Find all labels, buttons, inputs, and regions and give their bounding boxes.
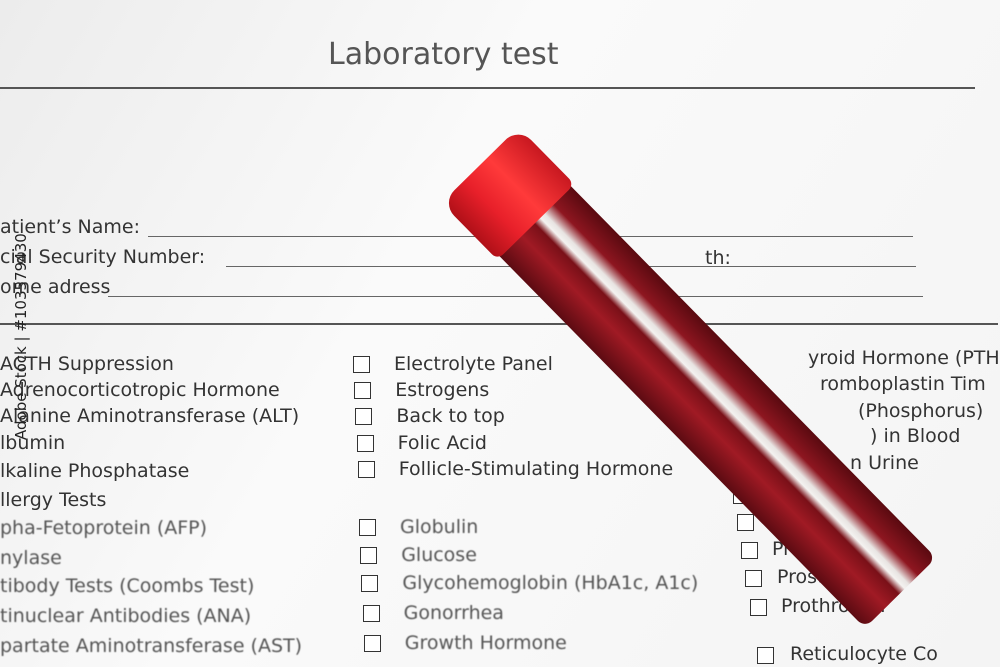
test-label: tibody Tests (Coombs Test) [0, 575, 255, 597]
test-checkbox[interactable] [357, 461, 375, 478]
test-checkbox[interactable] [363, 635, 381, 652]
test-label: tinuclear Antibodies (ANA) [0, 605, 252, 627]
test-label: n Urine [850, 452, 919, 474]
patient-name-label: atient’s Name: [0, 216, 140, 238]
divider [0, 87, 975, 89]
test-label: yroid Hormone (PTH) [808, 347, 1000, 369]
ssn-label: cial Security Number: [0, 246, 206, 268]
test-checkbox[interactable] [354, 382, 372, 399]
test-label: Gonorrhea [403, 602, 504, 624]
test-checkbox[interactable] [737, 514, 754, 531]
test-checkbox[interactable] [356, 435, 374, 452]
address-label: ome adress [0, 276, 111, 298]
test-checkbox[interactable] [362, 605, 380, 622]
test-checkbox[interactable] [359, 519, 376, 536]
test-label: Glycohemoglobin (HbA1c, A1c) [402, 572, 699, 594]
test-label: pha-Fetoprotein (AFP) [0, 517, 208, 539]
test-label: Reticulocyte Co [790, 643, 938, 665]
test-label: Adrenocorticotropic Hormone [0, 379, 280, 401]
form-title: Laboratory test [328, 37, 559, 72]
test-label: Folic Acid [397, 432, 487, 454]
test-checkbox[interactable] [360, 547, 378, 564]
test-label: romboplastin Tim [820, 373, 986, 395]
test-checkbox[interactable] [741, 542, 758, 559]
test-checkbox[interactable] [750, 599, 767, 616]
test-checkbox[interactable] [745, 570, 762, 587]
test-label: Alanine Aminotransferase (ALT) [0, 405, 300, 427]
dob-label: th: [705, 247, 731, 269]
address-line[interactable] [108, 296, 923, 297]
test-label: Electrolyte Panel [394, 353, 553, 375]
test-label: partate Aminotransferase (AST) [0, 635, 303, 657]
divider [0, 323, 998, 325]
test-label: Back to top [396, 405, 505, 427]
test-label: lkaline Phosphatase [0, 460, 190, 482]
test-label: (Phosphorus) [858, 400, 984, 422]
test-label: ) in Blood [870, 425, 961, 447]
test-label: lbumin [0, 432, 66, 454]
test-label: Follicle-Stimulating Hormone [398, 458, 674, 480]
test-checkbox[interactable] [361, 575, 379, 592]
watermark: Adobe Stock | #103579430 [12, 233, 30, 440]
test-label: ACTH Suppression [0, 353, 174, 375]
test-label: Estrogens [395, 379, 490, 401]
test-checkbox[interactable] [353, 356, 370, 373]
test-label: nylase [0, 547, 62, 569]
test-label: llergy Tests [0, 489, 107, 511]
test-label: Globulin [400, 516, 479, 538]
test-checkbox[interactable] [757, 647, 774, 664]
test-checkbox[interactable] [355, 408, 373, 425]
test-label: Glucose [401, 544, 477, 566]
test-label: Growth Hormone [404, 632, 567, 654]
